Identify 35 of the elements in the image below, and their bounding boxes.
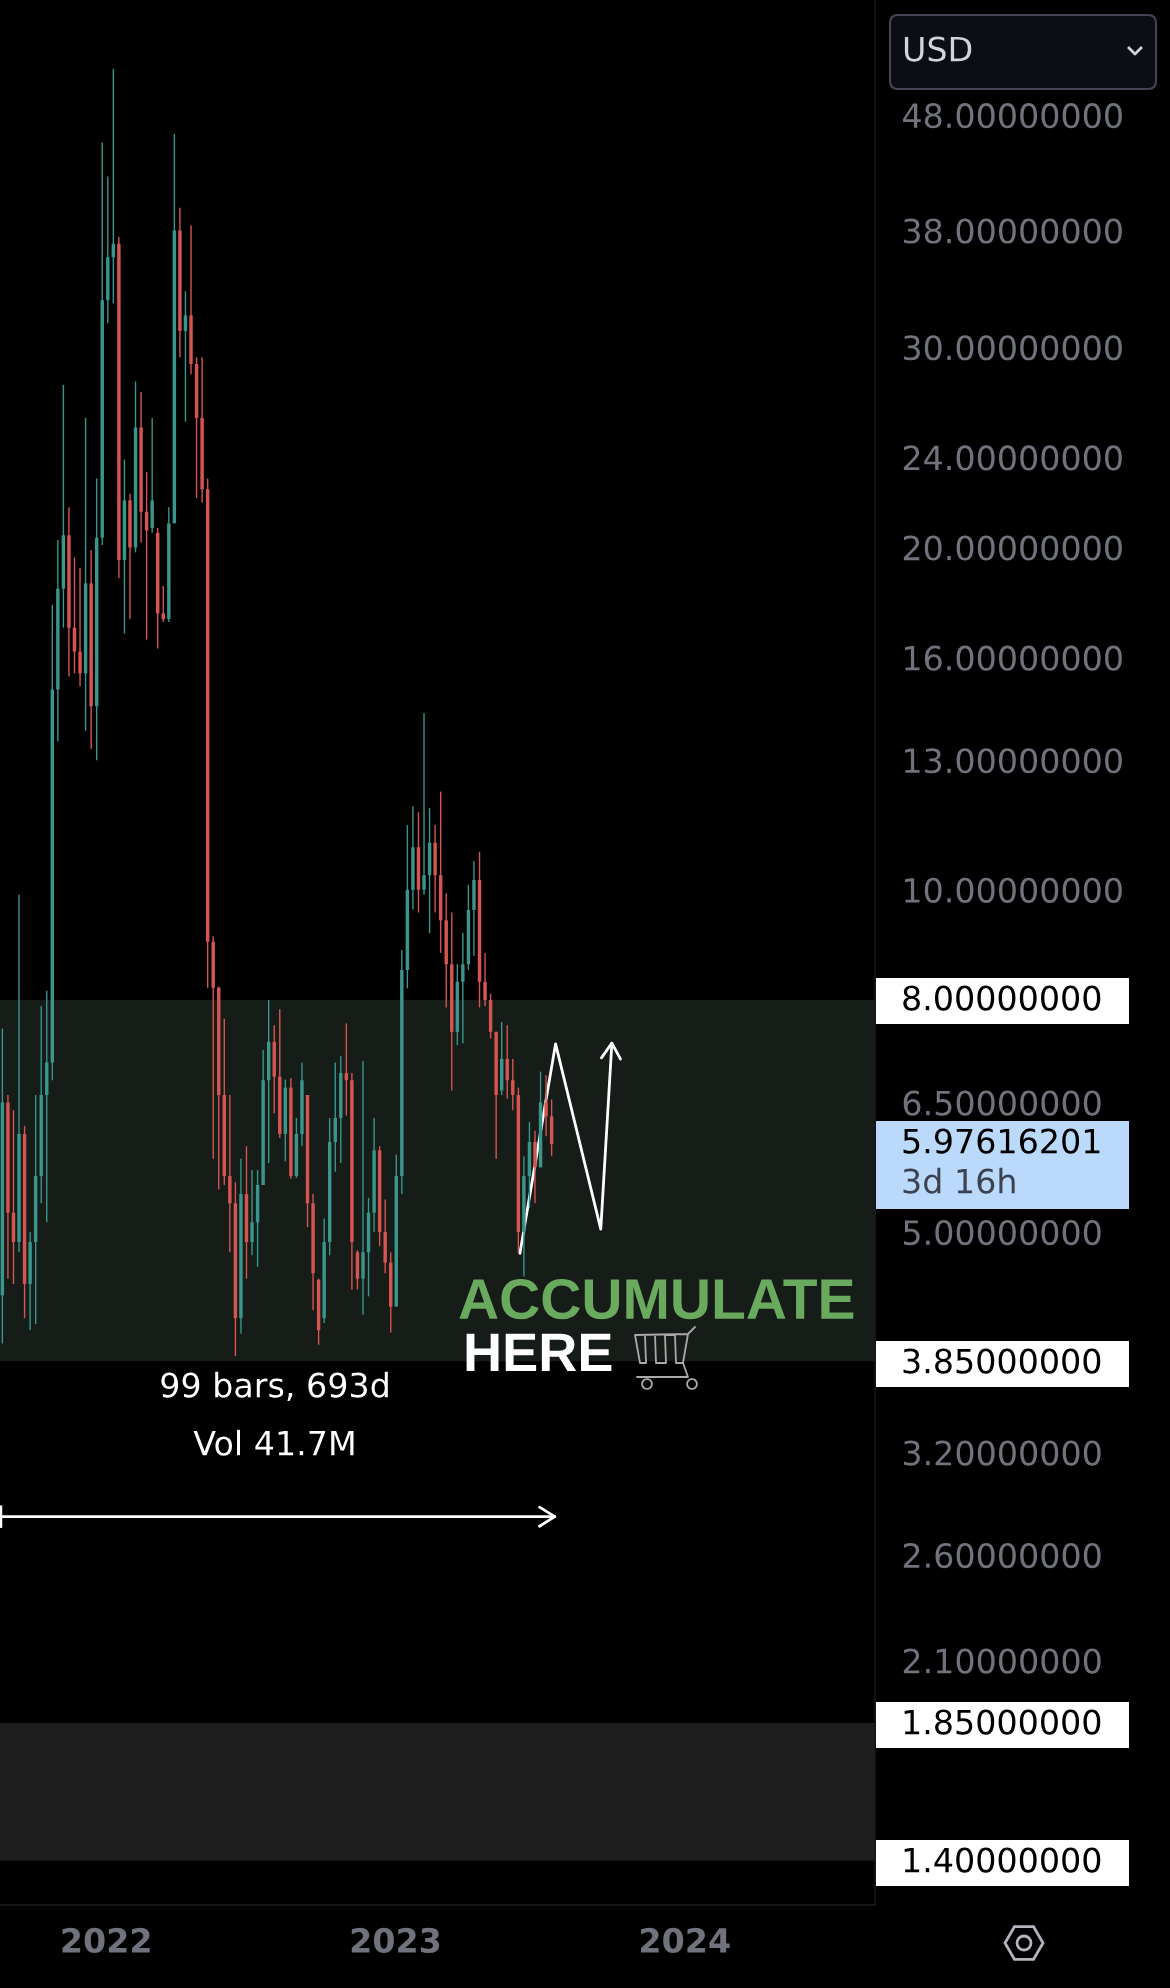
annotation: HERE [466, 1333, 612, 1372]
x-tick-label: 2022 [62, 1927, 150, 1954]
y-tick-label: 20.00000000 [903, 535, 1122, 561]
y-tick-label: 16.00000000 [905, 645, 1122, 671]
candlestick [422, 712, 426, 896]
y-tick-label: 48.00000000 [903, 103, 1122, 129]
candlestick [483, 952, 487, 1007]
x-tick-label: 2024 [641, 1927, 730, 1954]
y-tick-label: 38.00000000 [903, 218, 1122, 244]
candlestick [361, 1060, 365, 1316]
annotation: ACCUMULATE [459, 1278, 854, 1320]
annotation: 99 bars, 693d [161, 1371, 388, 1402]
y-tick-label: 24.00000000 [903, 445, 1122, 471]
text: 1.85000000 [904, 1709, 1101, 1735]
y-tick-label: 3.20000000 [903, 1440, 1101, 1466]
y-tick-label: 13.00000000 [905, 748, 1122, 774]
y-tick-label: 6.50000000 [903, 1090, 1101, 1116]
y-tick-label: 30.00000000 [903, 335, 1122, 361]
y-tick-label: 2.10000000 [903, 1648, 1101, 1674]
candlestick [250, 1169, 254, 1257]
y-tick-label: 10.00000000 [905, 877, 1122, 903]
text: 8.00000000 [903, 985, 1101, 1011]
text: USD [904, 36, 972, 62]
x-tick-label: 2023 [351, 1927, 440, 1954]
text: 1.40000000 [904, 1847, 1101, 1873]
y-tick-label: 2.60000000 [903, 1542, 1101, 1569]
y-tick-label: 5.00000000 [903, 1220, 1101, 1246]
candlestick [461, 932, 465, 1044]
text: 5.97616201 3d 16h [903, 1128, 1100, 1194]
text: 3.85000000 [903, 1348, 1101, 1374]
annotation: Vol 41.7M [193, 1429, 354, 1456]
candlestick [161, 585, 165, 623]
candlestick [544, 1074, 548, 1138]
candlestick [511, 1058, 515, 1111]
candlestick [78, 566, 82, 687]
